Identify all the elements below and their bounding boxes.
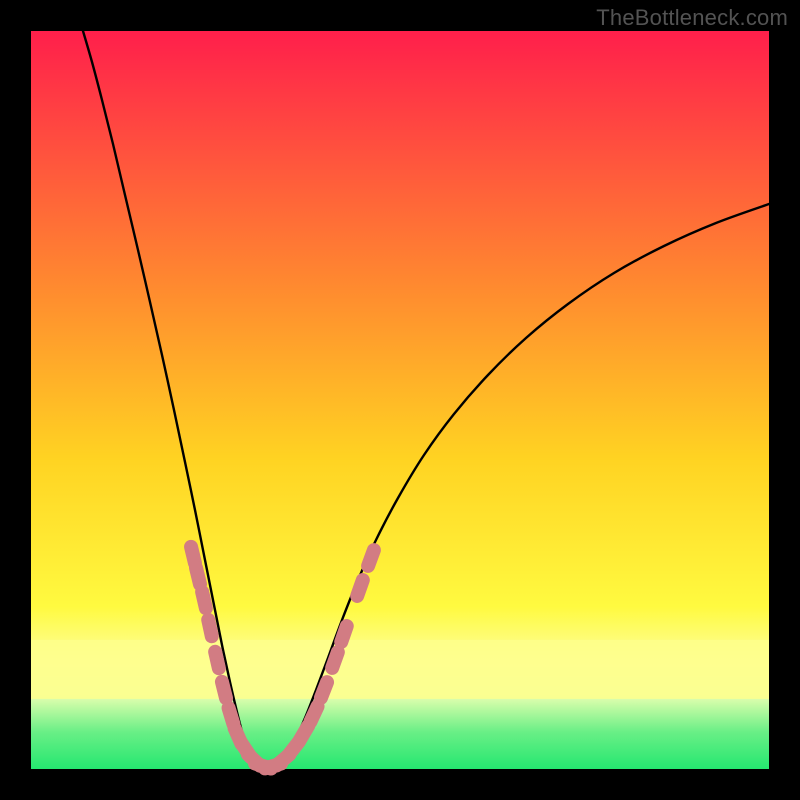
marker-point [341,626,347,642]
marker-point [300,726,309,740]
marker-point [202,592,206,608]
marker-point [310,706,317,721]
marker-point [215,652,219,668]
watermark-text: TheBottleneck.com [596,5,788,31]
marker-point [321,682,327,698]
chart-curves [0,0,800,800]
marker-point [222,682,226,698]
data-markers [191,547,374,769]
marker-point [332,652,338,668]
left-curve [83,31,270,770]
right-curve [270,204,769,770]
marker-point [208,620,212,636]
marker-point [191,547,195,563]
marker-point [368,550,374,566]
marker-point [357,580,363,596]
marker-point [196,568,200,584]
